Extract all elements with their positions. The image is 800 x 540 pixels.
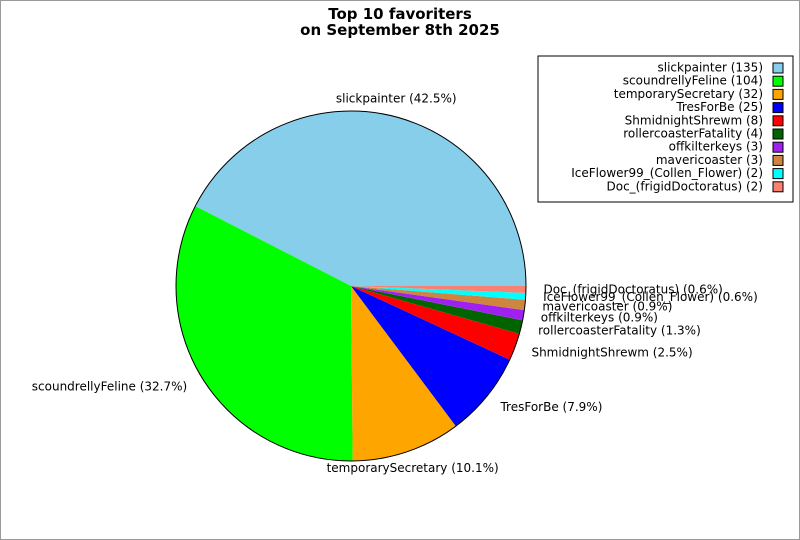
chart-title: Top 10 favoriters on September 8th 2025 xyxy=(300,5,500,39)
slice-label: ShmidnightShrewm (2.5%) xyxy=(531,346,692,360)
legend-swatch xyxy=(772,128,784,140)
slice-label: IceFlower99_(Collen_Flower) (0.6%) xyxy=(543,290,758,304)
legend-label: offkilterkeys (3) xyxy=(669,140,763,154)
legend-label: TresForBe (25) xyxy=(675,100,763,114)
legend-swatch xyxy=(772,141,784,153)
slice-label: mavericoaster (0.9%) xyxy=(542,299,672,313)
legend-swatch xyxy=(772,168,784,180)
pie-slice xyxy=(195,110,527,286)
pie-slice xyxy=(351,286,510,427)
legend-swatch xyxy=(772,154,784,166)
legend-label: scoundrellyFeline (104) xyxy=(623,74,763,88)
pie-slice xyxy=(351,286,526,293)
legend-box xyxy=(537,55,794,203)
legend-label: slickpainter (135) xyxy=(658,61,763,75)
legend-swatch xyxy=(772,62,784,74)
pie-slice xyxy=(175,206,353,461)
legend-label: ShmidnightShrewm (8) xyxy=(625,113,763,127)
pie-slice xyxy=(351,286,526,311)
legend-label: mavericoaster (3) xyxy=(656,153,763,167)
legend-swatch xyxy=(772,115,784,127)
legend-swatch xyxy=(772,75,784,87)
legend-label: temporarySecretary (32) xyxy=(614,87,763,101)
pie-outline xyxy=(175,110,527,462)
legend-label: rollercoasterFatality (4) xyxy=(623,127,763,141)
slice-label: Doc_(frigidDoctoratus) (0.6%) xyxy=(543,282,722,296)
slice-label: rollercoasterFatality (1.3%) xyxy=(538,324,701,338)
legend-swatch xyxy=(772,181,784,193)
pie-slice xyxy=(351,286,526,300)
legend-label: IceFlower99_(Collen_Flower) (2) xyxy=(571,166,763,180)
slice-label: scoundrellyFeline (32.7%) xyxy=(32,380,187,394)
legend-swatch xyxy=(772,102,784,114)
legend-swatch xyxy=(772,88,784,100)
slice-label: TresForBe (7.9%) xyxy=(499,400,602,414)
pie-slice xyxy=(351,286,456,461)
pie-slice xyxy=(351,286,520,360)
legend-label: Doc_(frigidDoctoratus) (2) xyxy=(607,179,764,193)
pie-slice xyxy=(351,286,523,334)
slice-label: slickpainter (42.5%) xyxy=(336,91,457,105)
pie-slice xyxy=(351,286,525,321)
slice-label: temporarySecretary (10.1%) xyxy=(327,461,499,475)
slice-label: offkilterkeys (0.9%) xyxy=(541,311,658,325)
